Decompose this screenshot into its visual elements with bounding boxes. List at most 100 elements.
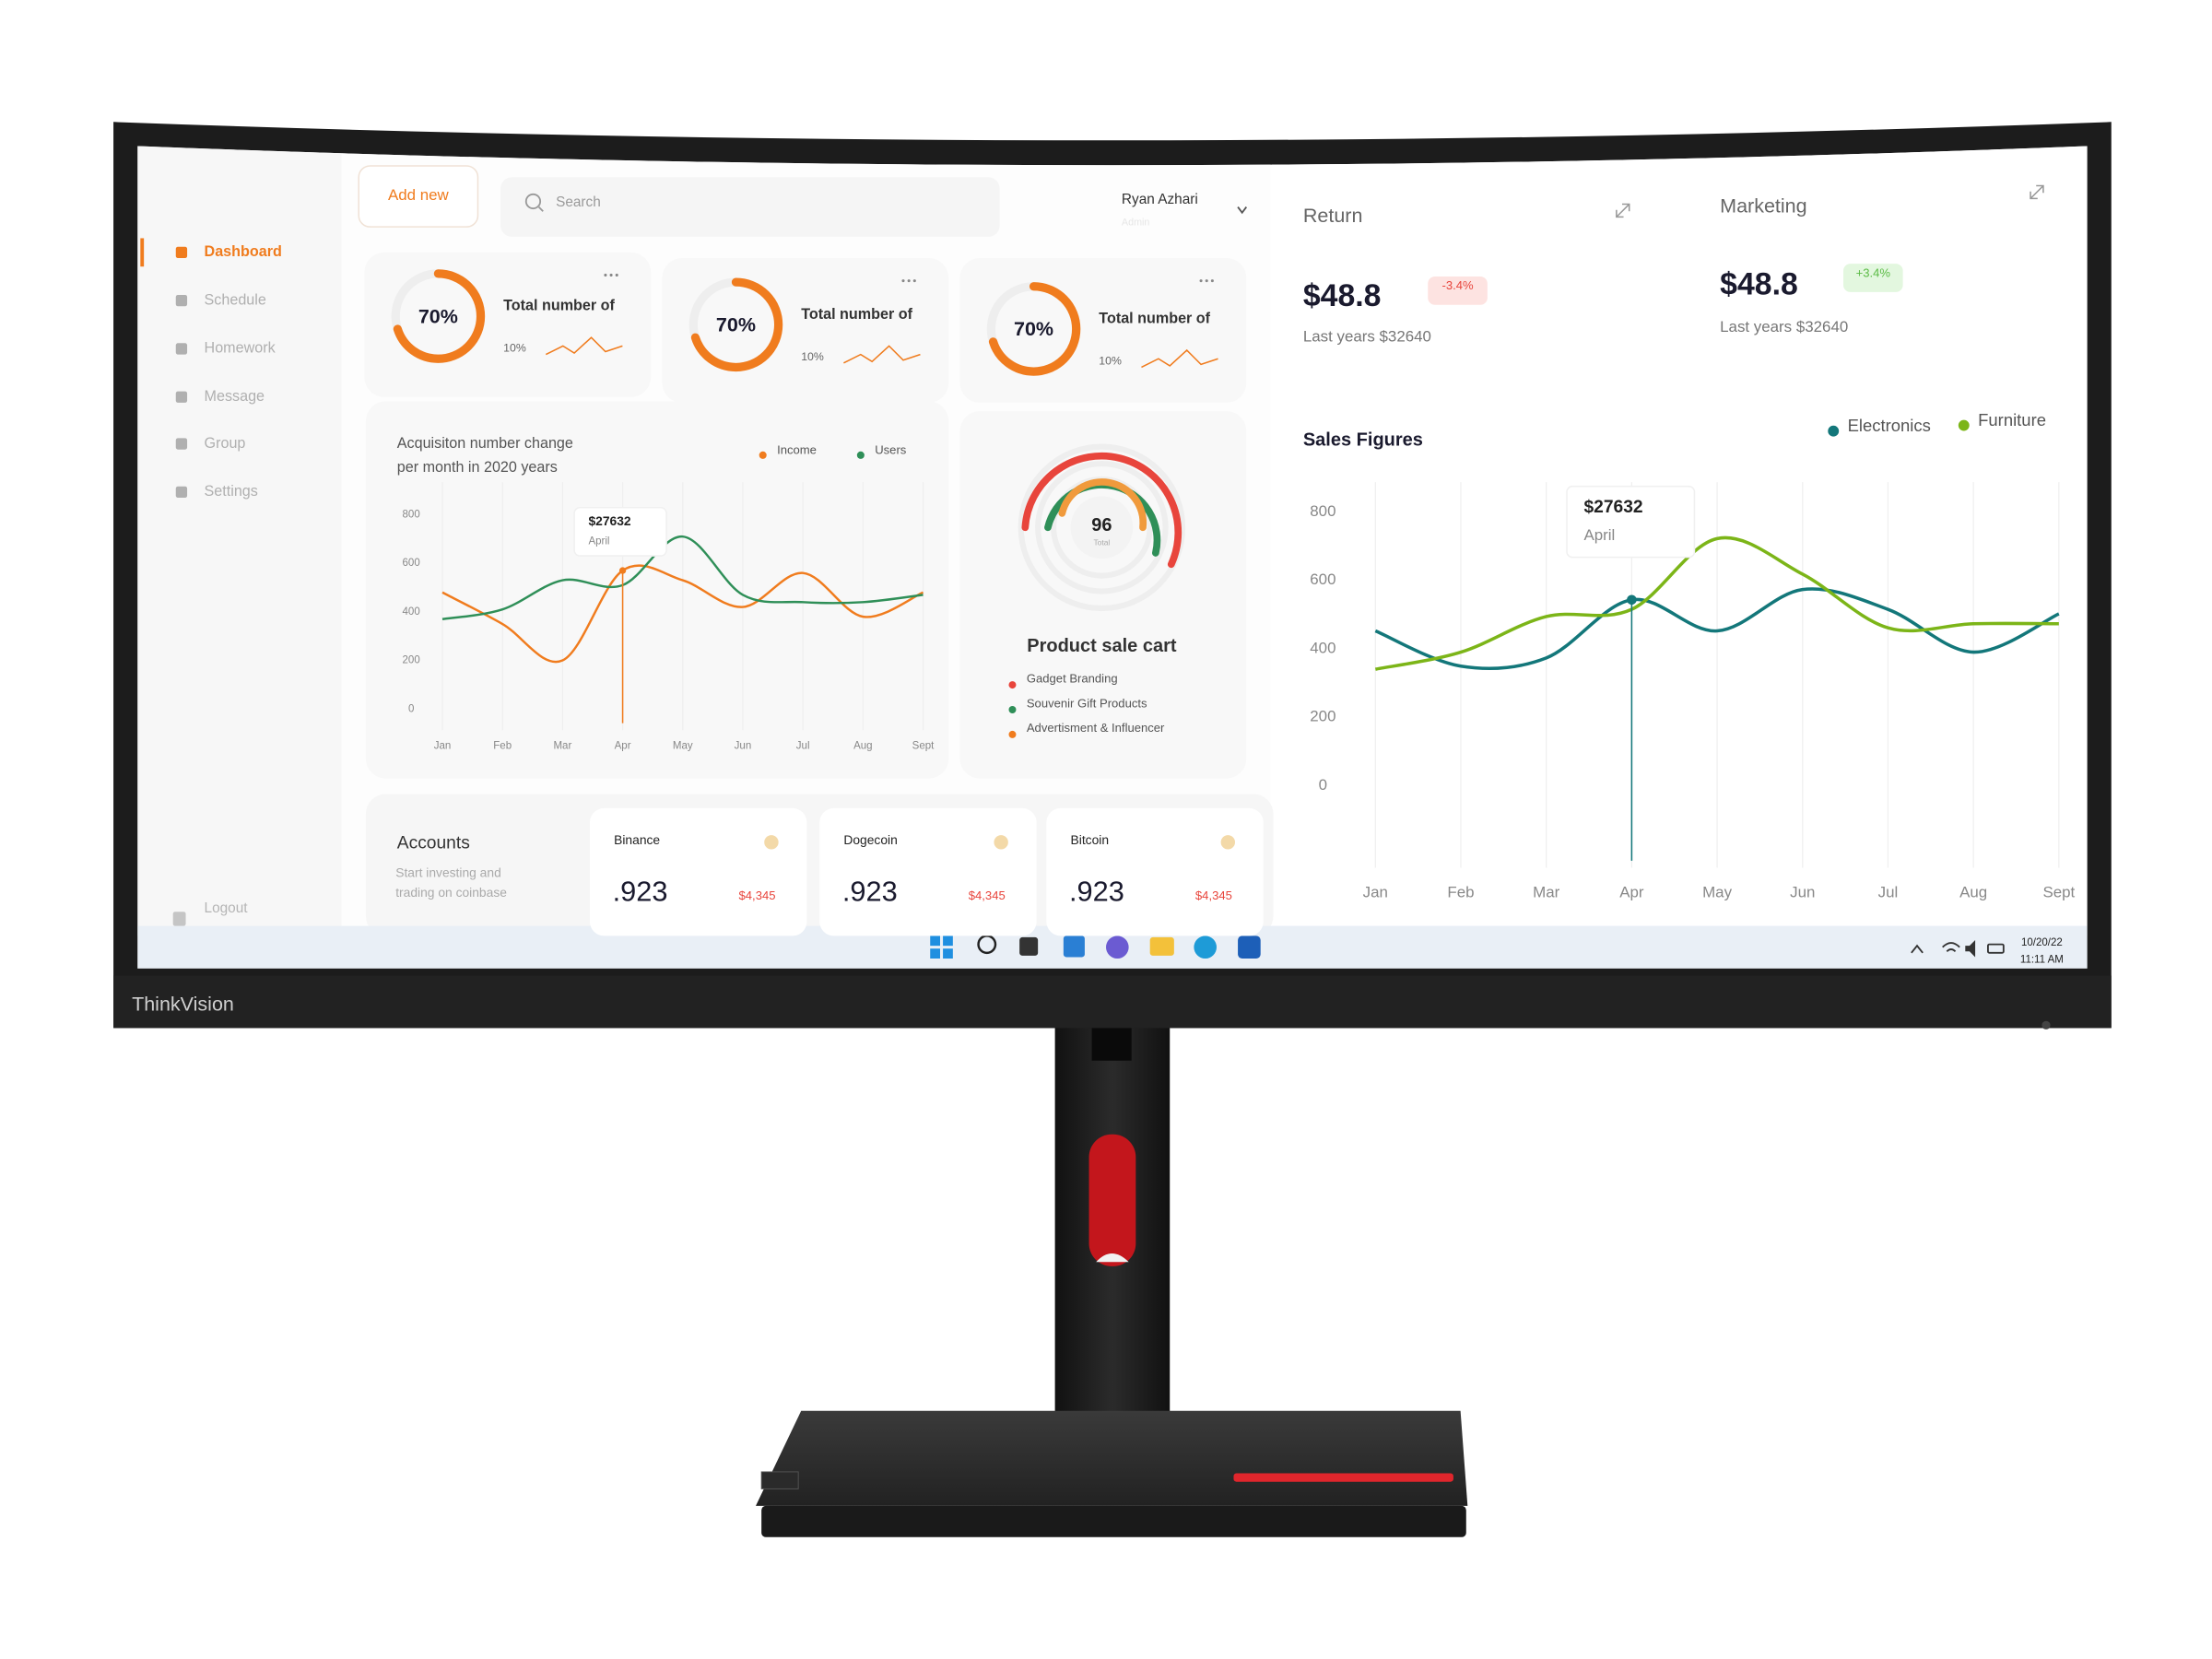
edge-icon[interactable]	[1194, 935, 1217, 959]
start-tile[interactable]	[943, 948, 953, 959]
ring-progress	[688, 277, 783, 372]
add-new-label[interactable]: Add new	[388, 186, 450, 204]
logout-icon[interactable]	[172, 912, 186, 926]
expand-icon[interactable]	[2030, 184, 2044, 200]
kpi-amount: $48.8	[1720, 267, 1798, 302]
menu-icon[interactable]	[175, 343, 188, 355]
start-button[interactable]	[930, 935, 953, 959]
card-menu-dot[interactable]	[615, 273, 618, 276]
stat-title: Total number of	[1099, 310, 1210, 326]
kpi-title: Marketing	[1720, 194, 1806, 217]
x-tick-label: May	[1702, 884, 1732, 901]
stat-sparkline	[545, 336, 623, 356]
search-icon-handle	[537, 206, 544, 212]
search-box[interactable]	[500, 177, 1000, 237]
card-menu-dot[interactable]	[1205, 279, 1208, 283]
legend-dot	[1958, 419, 1970, 431]
stat-change: 10%	[1099, 355, 1122, 368]
stand-base-edge	[761, 1505, 1466, 1537]
kpi-note: Last years $32640	[1303, 328, 1431, 346]
menu-item[interactable]: Dashboard	[205, 243, 282, 260]
x-tick-label: Jan	[434, 740, 452, 751]
expand-icon[interactable]	[1616, 203, 1630, 218]
x-tick-label: Mar	[1533, 884, 1559, 901]
menu-item[interactable]: Settings	[205, 483, 258, 500]
coin-card[interactable]	[1046, 807, 1264, 936]
ring-progress	[391, 269, 486, 363]
add-new-button[interactable]	[358, 165, 479, 228]
stand-slot	[1091, 1023, 1132, 1061]
user-menu-chevron[interactable]	[1237, 206, 1248, 215]
tooltip-value: $27632	[588, 513, 630, 528]
stat-sparkline	[1141, 348, 1218, 369]
legend-label: Gadget Branding	[1027, 671, 1118, 685]
stat-title: Total number of	[503, 298, 615, 314]
store-icon[interactable]	[1238, 935, 1261, 959]
menu-icon[interactable]	[175, 391, 188, 403]
search-placeholder[interactable]: Search	[556, 194, 601, 210]
volume-icon[interactable]	[1965, 940, 1976, 958]
widgets-icon[interactable]	[1063, 935, 1085, 958]
card-menu-dot[interactable]	[907, 279, 911, 283]
tray-chevron[interactable]	[1911, 944, 1924, 954]
coin-amount: $4,345	[1195, 888, 1232, 902]
card-menu-dot[interactable]	[1210, 279, 1214, 283]
coin-card[interactable]	[590, 807, 807, 936]
y-tick-label: 400	[1310, 639, 1335, 656]
menu-icon[interactable]	[175, 438, 188, 450]
start-tile[interactable]	[930, 935, 940, 947]
card-menu-dot[interactable]	[901, 279, 905, 283]
legend-dot	[1828, 425, 1840, 437]
search-icon	[524, 193, 542, 210]
y-tick-label: 0	[408, 703, 414, 714]
menu-item[interactable]: Group	[205, 435, 246, 452]
x-tick-label: Jun	[735, 740, 752, 751]
tooltip-label: April	[1583, 526, 1615, 544]
menu-item[interactable]: Message	[205, 388, 265, 405]
menu-item[interactable]: Schedule	[205, 291, 266, 308]
legend-dot	[856, 451, 865, 459]
battery-icon[interactable]	[1987, 943, 2005, 954]
teams-icon[interactable]	[1106, 935, 1129, 959]
legend-dot	[1008, 730, 1017, 738]
cable-clip-notch	[1096, 1253, 1129, 1263]
power-button[interactable]	[2041, 1020, 2051, 1030]
tooltip-label: April	[588, 535, 609, 547]
taskbar-time[interactable]: 11:11 AM	[2020, 955, 2064, 966]
user-name[interactable]: Ryan Azhari	[1122, 192, 1198, 207]
cable-clip	[1088, 1134, 1136, 1266]
card-menu-dot[interactable]	[604, 273, 607, 276]
logout[interactable]: Logout	[205, 900, 249, 916]
x-tick-label: Jul	[1878, 884, 1899, 901]
stand-logo	[760, 1471, 799, 1489]
card-menu-dot[interactable]	[609, 273, 613, 276]
coin-value: .923	[842, 875, 898, 907]
gauge-arc	[1058, 478, 1147, 532]
explorer-icon[interactable]	[1149, 936, 1174, 956]
kpi-note: Last years $32640	[1720, 318, 1848, 335]
menu-icon[interactable]	[175, 486, 188, 498]
acquisition-title-line: per month in 2020 years	[397, 459, 558, 476]
card-menu-dot[interactable]	[912, 279, 916, 283]
ring-label: 70%	[418, 305, 458, 327]
start-tile[interactable]	[943, 935, 953, 947]
active-indicator	[140, 238, 145, 267]
ring-label: 70%	[716, 314, 756, 336]
menu-icon[interactable]	[175, 246, 188, 258]
tooltip-box	[573, 507, 667, 557]
coin-card[interactable]	[819, 807, 1037, 936]
coin-name: Dogecoin	[843, 832, 897, 847]
sidebar	[137, 146, 342, 936]
start-tile[interactable]	[930, 948, 940, 959]
gauge-total-value: 96	[1091, 515, 1112, 535]
taskbar-date[interactable]: 10/20/22	[2021, 937, 2063, 948]
menu-icon[interactable]	[175, 295, 188, 307]
stand-red-strip	[1233, 1473, 1453, 1482]
task-view-icon[interactable]	[1019, 936, 1039, 956]
card-menu-dot[interactable]	[1199, 279, 1203, 283]
x-tick-label: Feb	[1447, 884, 1474, 901]
stat-title: Total number of	[801, 306, 912, 323]
menu-item[interactable]: Homework	[205, 340, 276, 357]
wifi-icon[interactable]	[1942, 942, 1960, 952]
y-tick-label: 600	[1310, 571, 1335, 588]
